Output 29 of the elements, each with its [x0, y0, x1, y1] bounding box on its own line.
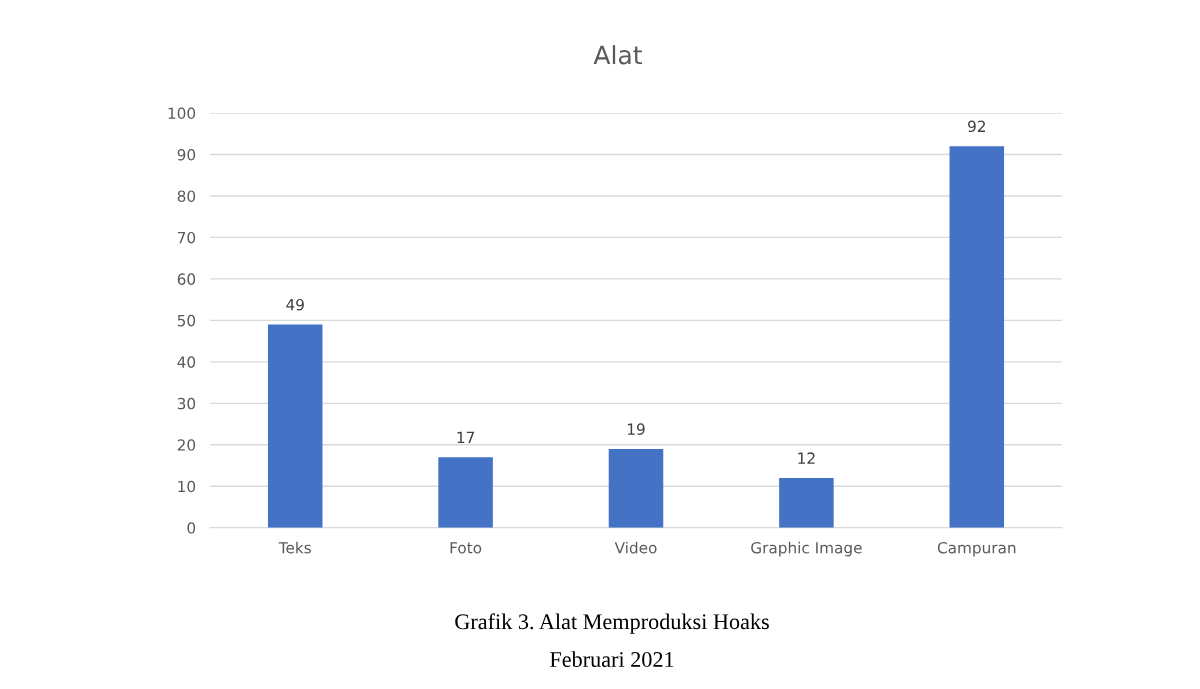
text: Grafik 3. Alat Memproduksi Hoaks [455, 613, 769, 634]
y-tick-label: 70 [177, 231, 196, 244]
y-tick-label: 0 [187, 522, 196, 534]
data-label: 17 [457, 431, 475, 443]
x-tick-label: Foto [450, 542, 482, 554]
x-tick-label: Graphic Image [751, 541, 862, 557]
x-tick-label: Teks [278, 541, 311, 554]
x-tick-label: Video [614, 541, 657, 554]
y-tick-label: 80 [177, 190, 196, 202]
text: Februari 2021 [550, 651, 674, 667]
x-tick-label: Campuran [937, 541, 1016, 557]
y-tick-label: 50 [177, 314, 196, 327]
y-tick-label: 100 [168, 107, 196, 120]
y-tick-label: 30 [177, 397, 196, 410]
chart-title: Alat [593, 45, 642, 65]
data-label: 19 [627, 423, 645, 435]
data-label: 49 [286, 298, 304, 311]
bar [608, 448, 664, 528]
y-tick-label: 10 [178, 480, 196, 493]
bar [267, 324, 323, 528]
y-tick-label: 40 [177, 356, 196, 368]
data-label: 92 [968, 120, 985, 133]
y-tick-label: 90 [177, 148, 196, 161]
y-tick-label: 60 [177, 273, 196, 285]
data-label: 12 [798, 452, 815, 464]
bar [779, 478, 834, 528]
bar [438, 457, 493, 528]
y-tick-label: 20 [177, 439, 196, 451]
bar [949, 146, 1005, 528]
